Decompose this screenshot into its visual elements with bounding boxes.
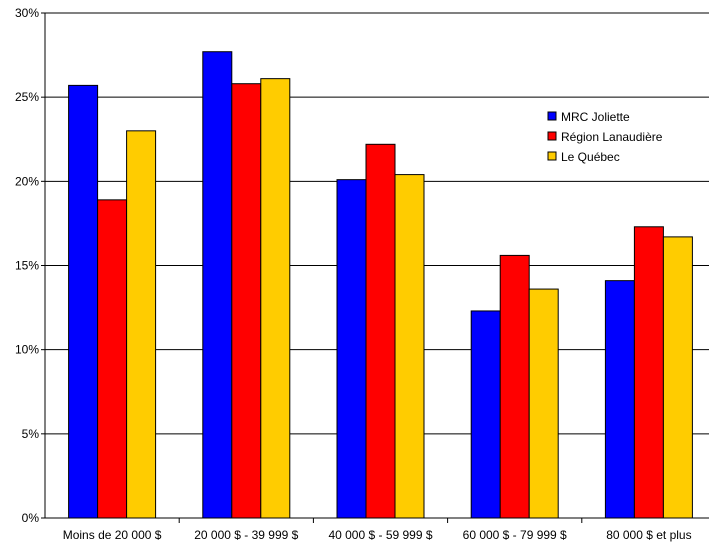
legend-label: Région Lanaudière — [561, 130, 663, 144]
bar-r-gion-lanaudi-re-3 — [499, 254, 530, 519]
y-tick-label: 5% — [22, 427, 40, 441]
y-tick-label: 15% — [15, 259, 39, 273]
x-tick-labels: Moins de 20 000 $ 20 000 $ - 39 999 $ 40 0… — [63, 528, 692, 542]
bar-mrc-joliette-1 — [202, 51, 233, 519]
x-tick-label: 80 000 $ et plus — [606, 528, 691, 542]
x-tick-label: Moins de 20 000 $ — [63, 528, 162, 542]
legend-label: Le Québec — [561, 150, 620, 164]
axes — [41, 12, 709, 523]
bar-r-gion-lanaudi-re-0 — [97, 199, 128, 519]
bar-r-gion-lanaudi-re-1 — [231, 83, 262, 519]
legend-label: MRC Joliette — [561, 110, 630, 124]
bar-le-qu-bec-0 — [126, 130, 157, 519]
bar-le-qu-bec-4 — [662, 236, 693, 519]
y-tick-label: 0% — [22, 511, 40, 525]
bar-le-qu-bec-3 — [528, 288, 559, 519]
bar-mrc-joliette-4 — [604, 280, 635, 519]
legend-swatch — [547, 111, 557, 121]
legend-swatch — [547, 151, 557, 161]
bar-r-gion-lanaudi-re-4 — [633, 226, 664, 519]
bar-le-qu-bec-1 — [260, 78, 291, 519]
y-tick-label: 20% — [15, 174, 39, 188]
bar-r-gion-lanaudi-re-2 — [365, 143, 396, 519]
y-tick-label: 30% — [15, 6, 39, 20]
bar-le-qu-bec-2 — [394, 174, 425, 519]
y-tick-label: 10% — [15, 343, 39, 357]
y-tick-label: 25% — [15, 90, 39, 104]
legend: MRC Joliette Région Lanaudière Le Québec — [547, 110, 663, 164]
bar-mrc-joliette-2 — [336, 179, 367, 519]
bars — [68, 51, 693, 519]
bar-mrc-joliette-3 — [470, 310, 501, 519]
x-tick-label: 40 000 $ - 59 999 $ — [328, 528, 432, 542]
legend-swatch — [547, 131, 557, 141]
y-tick-labels: 0% 5% 10% 15% 20% 25% 30% — [15, 6, 39, 525]
bar-mrc-joliette-0 — [68, 84, 99, 519]
x-tick-label: 60 000 $ - 79 999 $ — [463, 528, 567, 542]
x-tick-label: 20 000 $ - 39 999 $ — [194, 528, 298, 542]
